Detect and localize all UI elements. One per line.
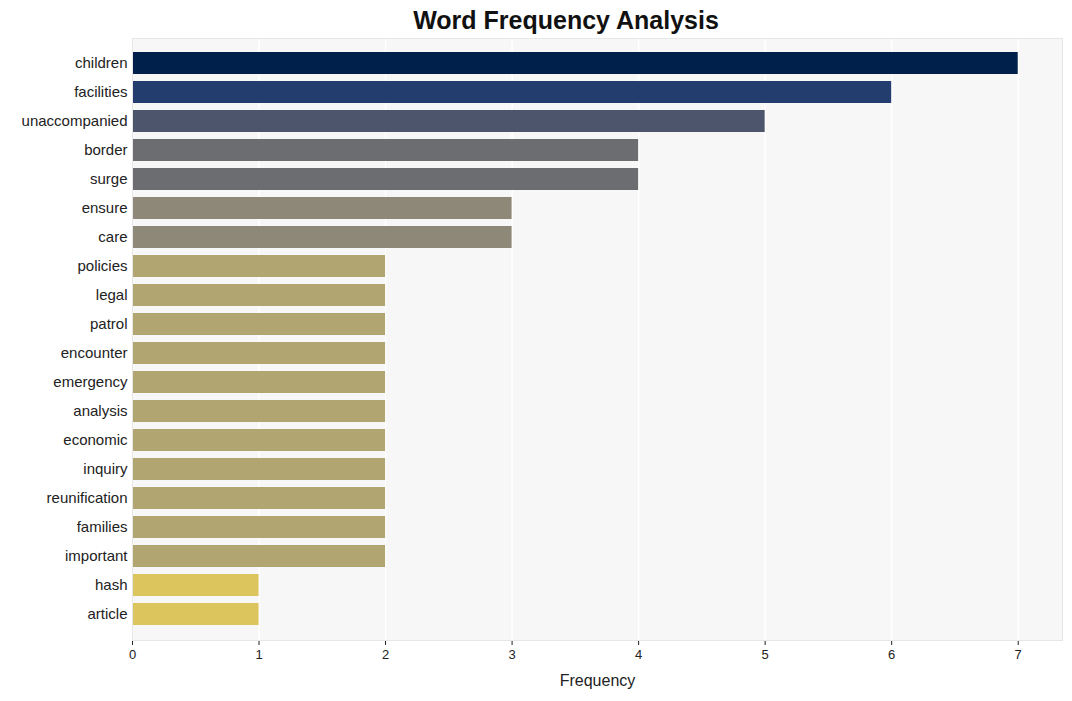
svg-text:economic: economic [63, 431, 128, 448]
svg-text:legal: legal [96, 286, 128, 303]
svg-text:hash: hash [95, 576, 128, 593]
svg-text:facilities: facilities [74, 83, 127, 100]
svg-text:2: 2 [382, 647, 389, 662]
svg-text:children: children [75, 54, 128, 71]
svg-text:encounter: encounter [61, 344, 128, 361]
svg-text:Frequency: Frequency [560, 672, 636, 689]
svg-text:article: article [87, 605, 127, 622]
svg-text:1: 1 [255, 647, 262, 662]
svg-text:6: 6 [888, 647, 895, 662]
svg-text:analysis: analysis [73, 402, 127, 419]
svg-text:ensure: ensure [82, 199, 128, 216]
svg-text:unaccompanied: unaccompanied [22, 112, 128, 129]
svg-text:important: important [65, 547, 128, 564]
html-text:Word Frequency Analysis: Word Frequency Analysis [413, 6, 719, 34]
svg-text:families: families [77, 518, 128, 535]
svg-text:3: 3 [508, 647, 515, 662]
svg-text:policies: policies [77, 257, 127, 274]
svg-text:5: 5 [762, 647, 769, 662]
svg-text:care: care [98, 228, 127, 245]
svg-text:inquiry: inquiry [83, 460, 128, 477]
svg-text:border: border [84, 141, 127, 158]
svg-text:patrol: patrol [90, 315, 128, 332]
svg-text:emergency: emergency [53, 373, 128, 390]
svg-text:7: 7 [1015, 647, 1022, 662]
svg-text:surge: surge [90, 170, 128, 187]
svg-text:0: 0 [129, 647, 136, 662]
svg-text:4: 4 [635, 647, 642, 662]
svg-text:reunification: reunification [47, 489, 128, 506]
